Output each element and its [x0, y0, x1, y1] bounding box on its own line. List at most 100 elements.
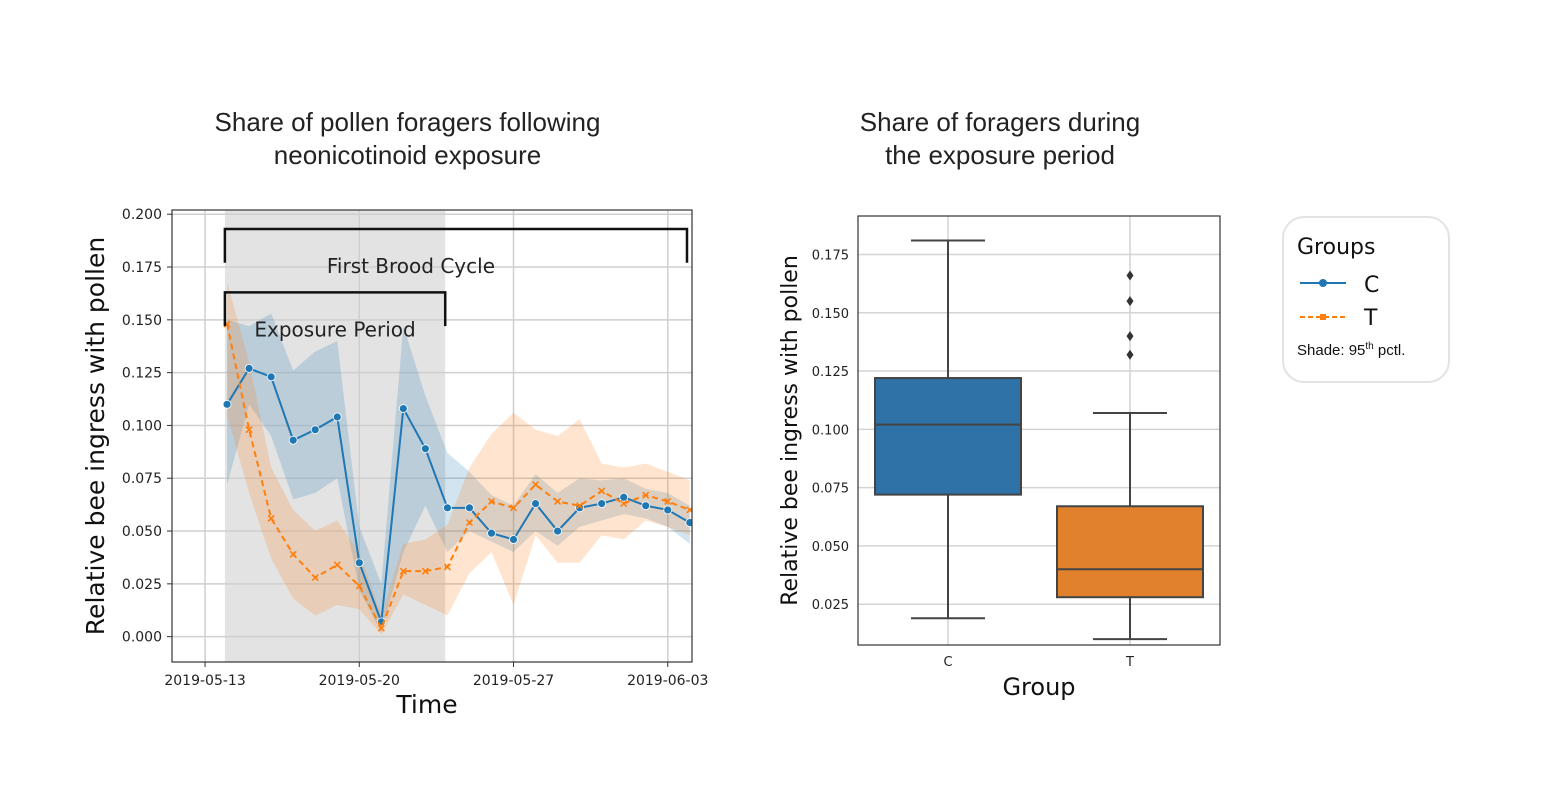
annotation-bracket: [223, 227, 689, 263]
annotation-label: First Brood Cycle: [327, 254, 495, 278]
left-chart-title: Share of pollen foragers following neoni…: [150, 106, 665, 172]
point-T: [554, 497, 562, 506]
point-T: [664, 497, 672, 506]
outlier-T: [1126, 270, 1134, 281]
point-T: [531, 481, 540, 489]
point-T: [598, 487, 606, 495]
exposure-shade: [224, 210, 446, 662]
point-C: [244, 364, 254, 373]
legend-t-label: T: [1363, 306, 1378, 331]
point-C: [420, 444, 430, 454]
point-C: [553, 526, 562, 536]
point-T: [289, 550, 297, 558]
point-T: [443, 563, 451, 571]
box-plot-frame: [857, 215, 1221, 646]
point-C: [641, 501, 651, 511]
annotation-label: Exposure Period: [254, 317, 415, 341]
point-C: [531, 499, 540, 508]
box-y-tick-label: 0.100: [812, 423, 849, 438]
point-T: [355, 582, 363, 590]
point-C: [310, 425, 320, 435]
point-C: [288, 435, 298, 445]
point-C: [354, 558, 364, 568]
point-C: [222, 399, 232, 409]
y-tick-label: 0.200: [122, 207, 162, 223]
point-C: [663, 505, 673, 515]
legend-note-sup: th: [1365, 341, 1373, 352]
point-C: [443, 503, 452, 513]
y-tick-label: 0.000: [122, 630, 162, 646]
point-T: [642, 491, 650, 499]
point-C: [619, 492, 629, 502]
legend: Groups C T Shade: 95th pctl.: [1297, 235, 1405, 359]
box-y-axis-label: Relative bee ingress with pollen: [778, 255, 803, 606]
outlier-T: [1126, 349, 1134, 360]
line-chart: First Brood Cycle Exposure Period 0.000 0.0…: [81, 207, 708, 719]
point-T: [377, 624, 385, 632]
box-y-tick-label: 0.050: [812, 540, 849, 555]
box-y-tick-label: 0.075: [812, 482, 849, 497]
ci-band-C: [227, 313, 690, 633]
legend-note: Shade: 95th pctl.: [1297, 341, 1405, 359]
point-T: [465, 519, 474, 527]
point-C: [465, 503, 474, 513]
x-tick-label: 2019-05-27: [473, 673, 554, 689]
box-y-tick-label: 0.175: [812, 248, 849, 263]
point-C: [266, 372, 276, 382]
point-C: [685, 518, 692, 527]
outlier-T: [1126, 331, 1134, 342]
point-T: [267, 514, 275, 522]
legend-c-marker: [1319, 279, 1327, 287]
box-C: [874, 377, 1022, 496]
right-chart-title: Share of foragers during the exposure pe…: [790, 106, 1210, 172]
point-C: [398, 404, 408, 413]
point-T: [245, 426, 253, 434]
point-T: [421, 567, 429, 575]
x-axis-label: Time: [395, 690, 457, 719]
x-tick-label: 2019-05-20: [319, 673, 400, 689]
right-title-line-1: Share of foragers during: [859, 107, 1141, 137]
box-y-tick-label: 0.150: [812, 307, 849, 322]
box-y-tick-label: 0.025: [812, 598, 849, 613]
point-T: [487, 497, 496, 506]
y-tick-label: 0.100: [122, 418, 162, 434]
line-plot-frame: [171, 209, 693, 663]
point-C: [332, 412, 342, 422]
box-y-tick-label: 0.125: [812, 365, 849, 380]
box-T: [1056, 505, 1204, 599]
point-C: [509, 535, 518, 544]
line-plot-area: [172, 210, 692, 662]
annotation-bracket: [223, 291, 447, 327]
y-tick-label: 0.125: [122, 366, 162, 382]
y-tick-label: 0.025: [122, 577, 162, 593]
point-C: [597, 499, 607, 508]
point-C: [487, 528, 496, 538]
x-tick-label: 2019-06-03: [627, 673, 708, 689]
x-tick-label: 2019-05-13: [164, 673, 245, 689]
series-line-C: [226, 367, 691, 623]
point-T: [576, 502, 584, 510]
legend-note-prefix: Shade: 95: [1297, 342, 1365, 359]
y-tick-label: 0.075: [122, 471, 162, 487]
outlier-T: [1126, 296, 1134, 307]
box-x-tick-label: C: [943, 655, 952, 670]
y-tick-label: 0.050: [122, 524, 162, 540]
legend-title: Groups: [1297, 235, 1375, 260]
legend-box: [1282, 216, 1450, 383]
legend-note-suffix: pctl.: [1374, 342, 1406, 359]
box-x-axis-label: Group: [1002, 673, 1075, 701]
y-axis-label: Relative bee ingress with pollen: [81, 237, 110, 635]
box-x-tick-label: T: [1125, 655, 1134, 670]
point-T: [399, 567, 407, 575]
legend-t-marker: [1320, 314, 1326, 320]
point-T: [311, 573, 319, 582]
ci-band-T: [227, 281, 690, 635]
left-title-line-2: neonicotinoid exposure: [273, 140, 542, 170]
point-T: [509, 504, 518, 512]
point-T: [620, 500, 628, 508]
y-tick-label: 0.150: [122, 313, 162, 329]
legend-c-label: C: [1364, 273, 1379, 298]
right-title-line-2: the exposure period: [885, 140, 1115, 170]
y-tick-label: 0.175: [122, 260, 162, 276]
